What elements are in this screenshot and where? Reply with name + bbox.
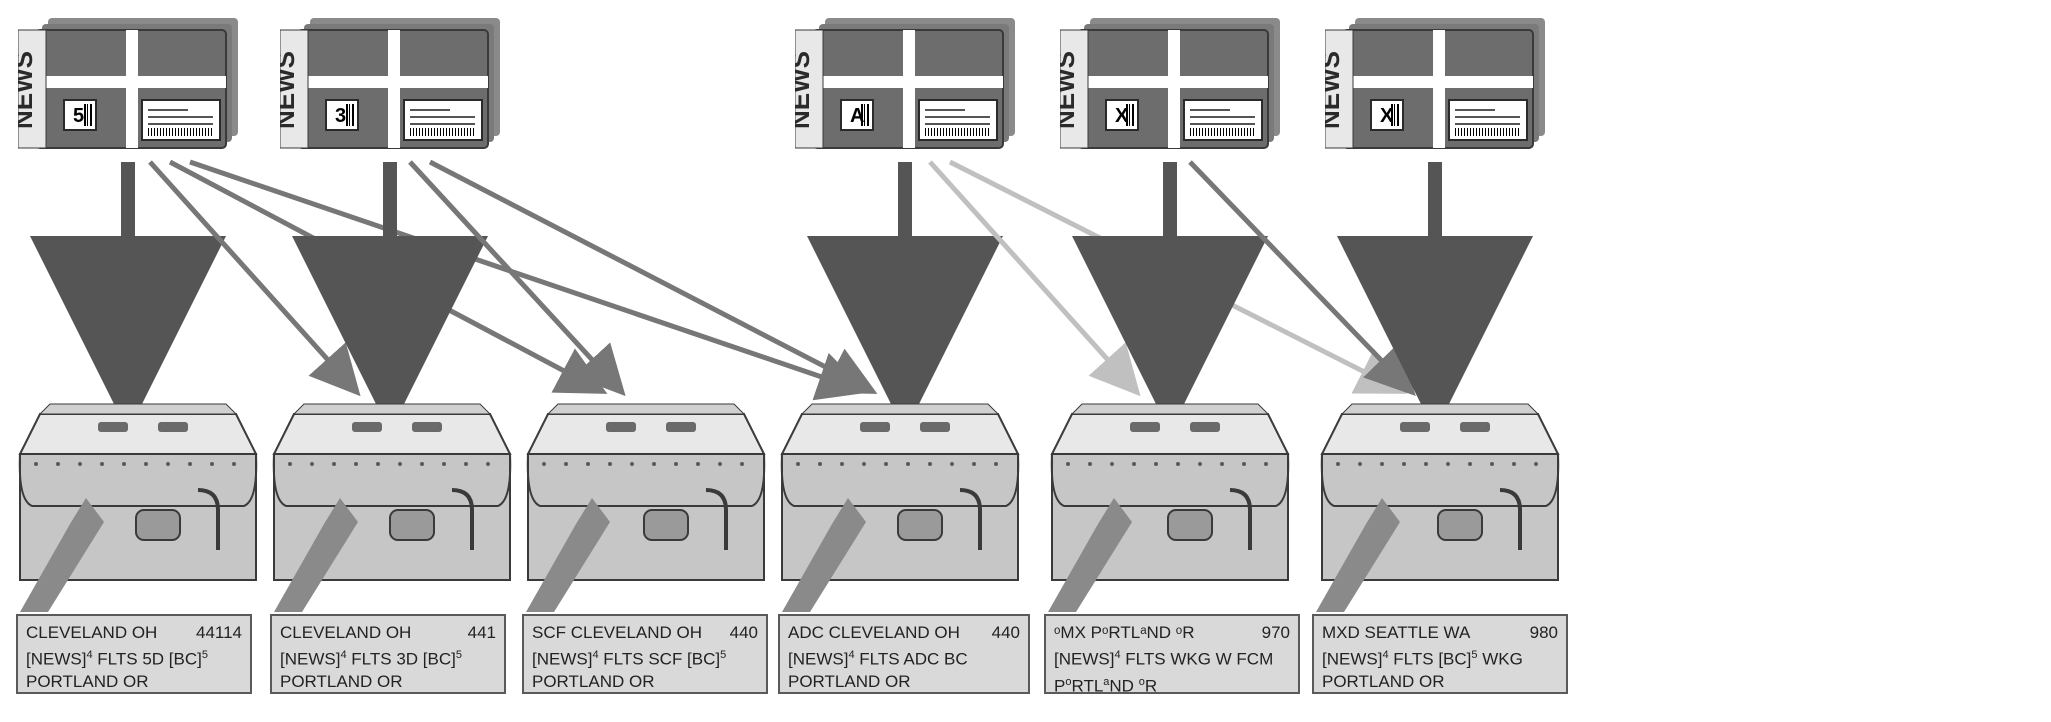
label-pointer-arrow (0, 0, 2051, 722)
diagram-canvas: NEWS 5 (0, 0, 2051, 722)
